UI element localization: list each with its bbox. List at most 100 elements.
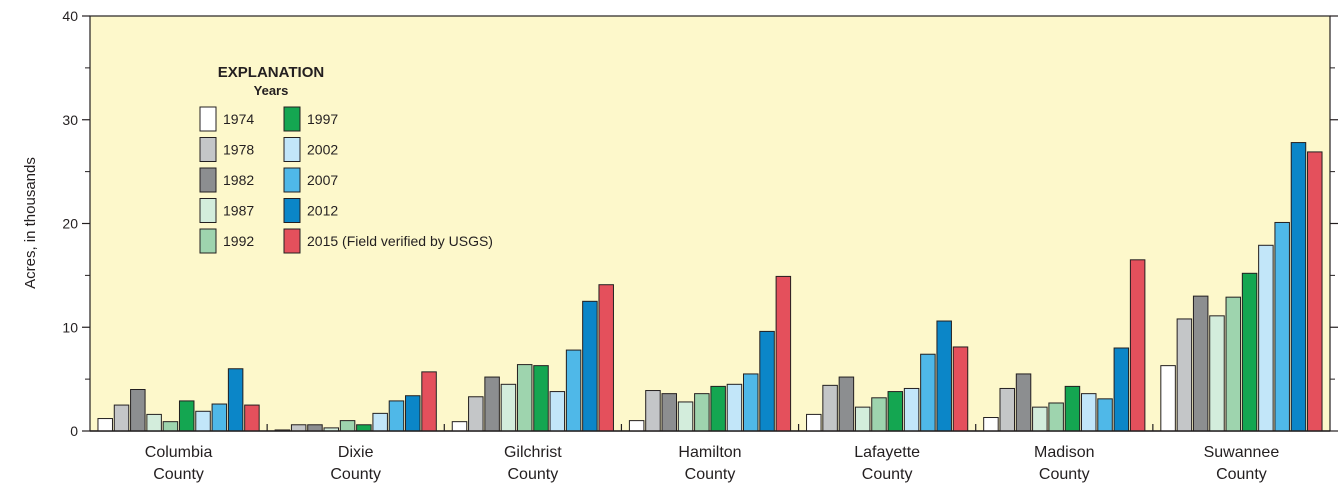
bar: [1032, 406, 1048, 432]
bar: [1290, 142, 1307, 432]
bar: [1241, 272, 1258, 432]
bar: [871, 397, 887, 432]
legend-swatch: [283, 137, 301, 162]
legend-title: EXPLANATION: [218, 64, 324, 81]
bar: [227, 368, 244, 432]
bar: [290, 424, 307, 432]
bar: [516, 364, 533, 432]
bar: [356, 424, 372, 432]
bar: [1307, 151, 1323, 432]
bar: [468, 396, 484, 432]
bar: [1113, 347, 1130, 432]
legend-subtitle: Years: [254, 83, 289, 98]
bar: [146, 413, 162, 432]
bar: [1064, 385, 1081, 432]
category-label: County: [508, 466, 559, 483]
bar: [854, 406, 871, 432]
bar: [726, 383, 743, 432]
legend-swatch: [199, 106, 217, 132]
category-label: County: [330, 466, 381, 483]
bar: [113, 404, 130, 432]
legend-label: 1982: [223, 172, 254, 188]
y-tick-label: 0: [70, 423, 78, 439]
legend-swatch: [283, 198, 301, 223]
bar: [806, 413, 822, 432]
bar: [645, 390, 661, 432]
bar: [743, 373, 759, 432]
bar: [1097, 398, 1113, 432]
category-label: Columbia: [145, 444, 213, 461]
bar: [195, 410, 211, 432]
legend-label: 1978: [223, 142, 254, 158]
bar: [694, 393, 710, 432]
legend-label: 1987: [223, 203, 254, 219]
legend-swatch: [199, 228, 217, 254]
bar: [1176, 318, 1193, 432]
bar: [162, 421, 179, 432]
category-label: County: [685, 466, 736, 483]
bar: [903, 387, 920, 432]
bar: [628, 420, 645, 432]
y-axis-ticks: 0 10 20 30 40: [62, 8, 1338, 439]
bar: [598, 284, 614, 432]
bar: [1048, 402, 1064, 432]
bar: [1080, 393, 1097, 432]
category-label: County: [1039, 466, 1090, 483]
bar: [983, 417, 999, 432]
bar: [920, 353, 936, 432]
legend-swatch: [199, 137, 217, 162]
bar: [533, 365, 549, 432]
legend-label: 2015 (Field verified by USGS): [307, 233, 493, 249]
category-label: County: [153, 466, 204, 483]
category-label: Dixie: [338, 444, 374, 461]
category-label: Hamilton: [678, 444, 741, 461]
bar: [759, 330, 775, 432]
category-label: Suwannee: [1204, 444, 1280, 461]
y-tick-label: 10: [62, 319, 78, 335]
bar: [1129, 259, 1146, 432]
category-label: Madison: [1034, 444, 1094, 461]
bar: [822, 384, 838, 432]
legend-label: 1992: [223, 233, 254, 249]
bar: [952, 346, 969, 432]
bar: [178, 400, 195, 432]
bar: [775, 275, 792, 432]
bar: [1209, 315, 1225, 432]
x-axis-categories: Columbia County Dixie County Gilchrist County…: [145, 424, 1280, 483]
bar: [244, 404, 260, 432]
category-label: Lafayette: [854, 444, 920, 461]
bar: [999, 387, 1015, 432]
bar: [500, 383, 517, 432]
bar: [339, 420, 356, 432]
bar: [405, 395, 421, 432]
legend-swatch: [199, 198, 217, 223]
legend-swatch: [283, 106, 301, 132]
bar: [1160, 365, 1176, 432]
legend-swatch: [199, 167, 217, 193]
y-tick-label: 30: [62, 112, 78, 128]
bar: [307, 424, 323, 432]
y-tick-label: 20: [62, 216, 78, 232]
bar: [677, 401, 694, 432]
bar: [887, 391, 904, 432]
bar: [1258, 244, 1274, 432]
legend-label: 1974: [223, 111, 254, 127]
bar: [451, 421, 468, 432]
bars: [90, 142, 1330, 432]
bar: [838, 376, 855, 432]
bar: [421, 371, 437, 432]
category-label: County: [862, 466, 913, 483]
legend-label: 2002: [307, 142, 338, 158]
legend-swatch: [283, 228, 301, 254]
category-label: County: [1216, 466, 1267, 483]
bar: [97, 418, 113, 432]
bar: [582, 300, 598, 432]
category-label: Gilchrist: [504, 444, 562, 461]
bar: [661, 393, 677, 432]
bar: [1015, 373, 1032, 432]
bar: [388, 400, 405, 432]
y-tick-label: 40: [62, 8, 78, 24]
bar: [211, 403, 228, 432]
